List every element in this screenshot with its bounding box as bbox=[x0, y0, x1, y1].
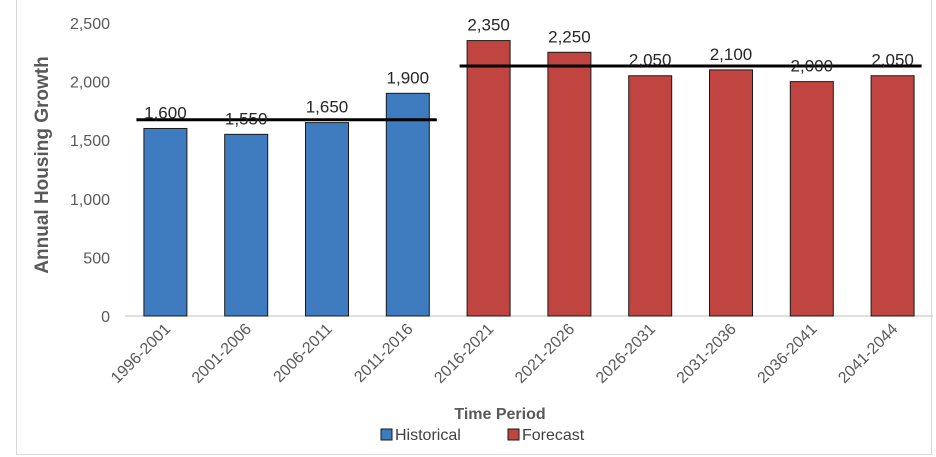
legend-swatch-historical bbox=[380, 428, 393, 441]
x-tick-label: 2011-2016 bbox=[351, 321, 416, 386]
x-tick-label: 2026-2031 bbox=[593, 321, 659, 387]
y-tick-label: 1,500 bbox=[70, 133, 110, 150]
bar-forecast-2031-2036 bbox=[709, 69, 753, 317]
y-tick-label: 1,000 bbox=[70, 192, 110, 209]
x-tick-label: 2031-2036 bbox=[674, 321, 740, 387]
data-label: 2,050 bbox=[871, 51, 914, 70]
x-tick-label: 1996-2001 bbox=[108, 321, 174, 387]
data-label: 1,550 bbox=[225, 109, 268, 128]
x-tick-label: 2036-2041 bbox=[755, 321, 821, 387]
y-tick-label: 2,000 bbox=[70, 75, 110, 92]
data-label: 2,050 bbox=[629, 51, 672, 70]
data-label: 2,100 bbox=[710, 45, 753, 64]
bars bbox=[143, 40, 915, 317]
bar-historical-2001-2006 bbox=[224, 133, 269, 317]
chart-frame: 0 500 1,000 1,500 2,000 2,500 1,600 1,550 1,650… bbox=[16, 0, 933, 455]
y-tick-label: 2,500 bbox=[70, 16, 110, 33]
y-tick-label: 500 bbox=[83, 250, 110, 267]
bar-forecast-2041-2044 bbox=[870, 75, 915, 317]
y-axis-title: Annual Housing Growth bbox=[32, 56, 53, 273]
bar-historical-2011-2016 bbox=[385, 92, 430, 317]
data-label: 2,250 bbox=[548, 27, 591, 46]
bar-forecast-2016-2021 bbox=[466, 40, 511, 317]
data-label: 2,000 bbox=[791, 57, 834, 76]
legend-label-historical: Historical bbox=[395, 427, 461, 444]
reference-lines bbox=[136, 64, 922, 122]
data-label: 1,650 bbox=[306, 98, 349, 117]
x-tick-label: 2021-2026 bbox=[512, 321, 578, 387]
data-label: 1,600 bbox=[144, 103, 187, 122]
data-label: 1,900 bbox=[387, 68, 430, 87]
x-axis-title: Time Period bbox=[454, 406, 545, 423]
legend: Historical Forecast bbox=[380, 427, 585, 444]
x-tick-label: 2001-2006 bbox=[189, 321, 255, 387]
data-label: 2,350 bbox=[467, 16, 510, 35]
bar-historical-1996-2001 bbox=[143, 127, 188, 317]
x-tick-label: 2041-2044 bbox=[835, 321, 901, 387]
bar-forecast-2036-2041 bbox=[789, 81, 834, 317]
y-tick-label: 0 bbox=[101, 309, 110, 326]
y-axis-ticks: 0 500 1,000 1,500 2,000 2,500 bbox=[70, 16, 110, 326]
legend-label-forecast: Forecast bbox=[522, 427, 585, 444]
bar-chart: 0 500 1,000 1,500 2,000 2,500 1,600 1,550 1,650… bbox=[32, 16, 933, 444]
bar-historical-2006-2011 bbox=[305, 122, 349, 317]
bar-forecast-2026-2031 bbox=[628, 75, 673, 317]
x-axis-ticks: 1996-2001 2001-2006 2006-2011 2011-2016 2016… bbox=[108, 321, 901, 387]
x-tick-label: 2006-2011 bbox=[271, 321, 336, 386]
data-labels: 1,600 1,550 1,650 1,900 2,350 2,250 2,050 2,100… bbox=[144, 16, 914, 129]
bar-forecast-2021-2026 bbox=[547, 51, 592, 317]
x-tick-label: 2016-2021 bbox=[431, 321, 497, 387]
legend-swatch-forecast bbox=[507, 428, 520, 441]
